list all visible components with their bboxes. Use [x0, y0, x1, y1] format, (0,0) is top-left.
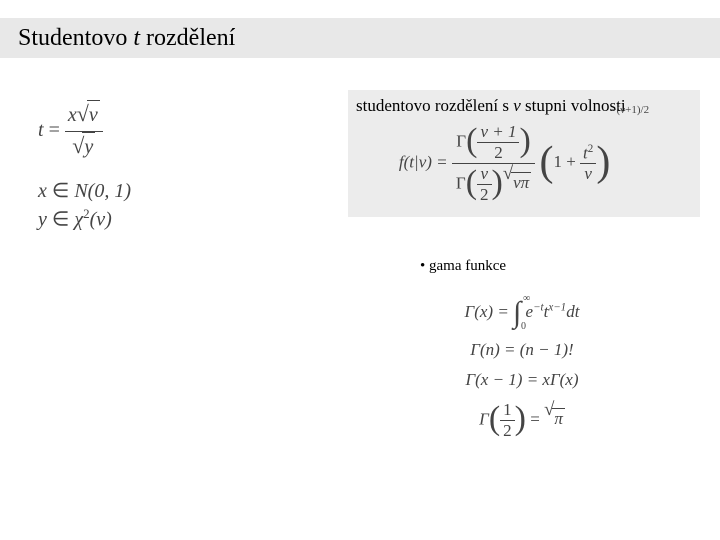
pdf-frac-num: Γ(ν + 12) — [452, 122, 535, 163]
close-paren: ) — [596, 141, 610, 183]
title-part2: rozdělení — [140, 25, 235, 51]
gamma-recurrence: Γ(x − 1) = xΓ(x) — [432, 370, 612, 390]
t-frac-den: √y — [65, 131, 103, 163]
gamma-label: • gama funkce — [420, 258, 506, 275]
t-definition: t = x√ν √y — [38, 100, 131, 163]
title-italic-t: t — [133, 25, 140, 51]
y-distribution: y ∈ χ2(ν) — [38, 205, 131, 234]
bracket-content: 1 + t2ν — [553, 152, 596, 171]
page-title: Studentovo t rozdělení — [0, 25, 235, 52]
gamma-half: Γ(12) = √π — [432, 400, 612, 441]
gamma-definition: Γ(x) = ∫∞0 e−ttx−1dt — [432, 296, 612, 330]
gamma-formula-block: Γ(x) = ∫∞0 e−ttx−1dt Γ(n) = (n − 1)! Γ(x… — [432, 286, 612, 451]
gamma-factorial: Γ(n) = (n − 1)! — [432, 340, 612, 360]
open-paren: ( — [539, 141, 553, 183]
integral-symbol: ∫∞0 — [513, 296, 521, 330]
pdf-box: studentovo rozdělení s ν stupni volnosti… — [348, 90, 700, 217]
pdf-lhs: f(t|ν) = — [399, 152, 452, 171]
t-frac-num: x√ν — [65, 100, 103, 131]
title-part1: Studentovo — [18, 25, 133, 51]
equals: = — [44, 119, 65, 141]
title-bar: Studentovo t rozdělení — [0, 18, 720, 58]
left-formula-block: t = x√ν √y x ∈ N(0, 1) y ∈ χ2(ν) — [38, 100, 131, 233]
pdf-exponent: −(ν+1)/2 — [610, 104, 649, 116]
pdf-formula: f(t|ν) = Γ(ν + 12) Γ(ν2)√νπ (1 + t2ν)−(ν… — [356, 122, 692, 205]
pdf-frac-den: Γ(ν2)√νπ — [452, 163, 535, 205]
t-fraction: x√ν √y — [65, 100, 103, 163]
x-distribution: x ∈ N(0, 1) — [38, 177, 131, 205]
pdf-main-fraction: Γ(ν + 12) Γ(ν2)√νπ — [452, 122, 535, 205]
